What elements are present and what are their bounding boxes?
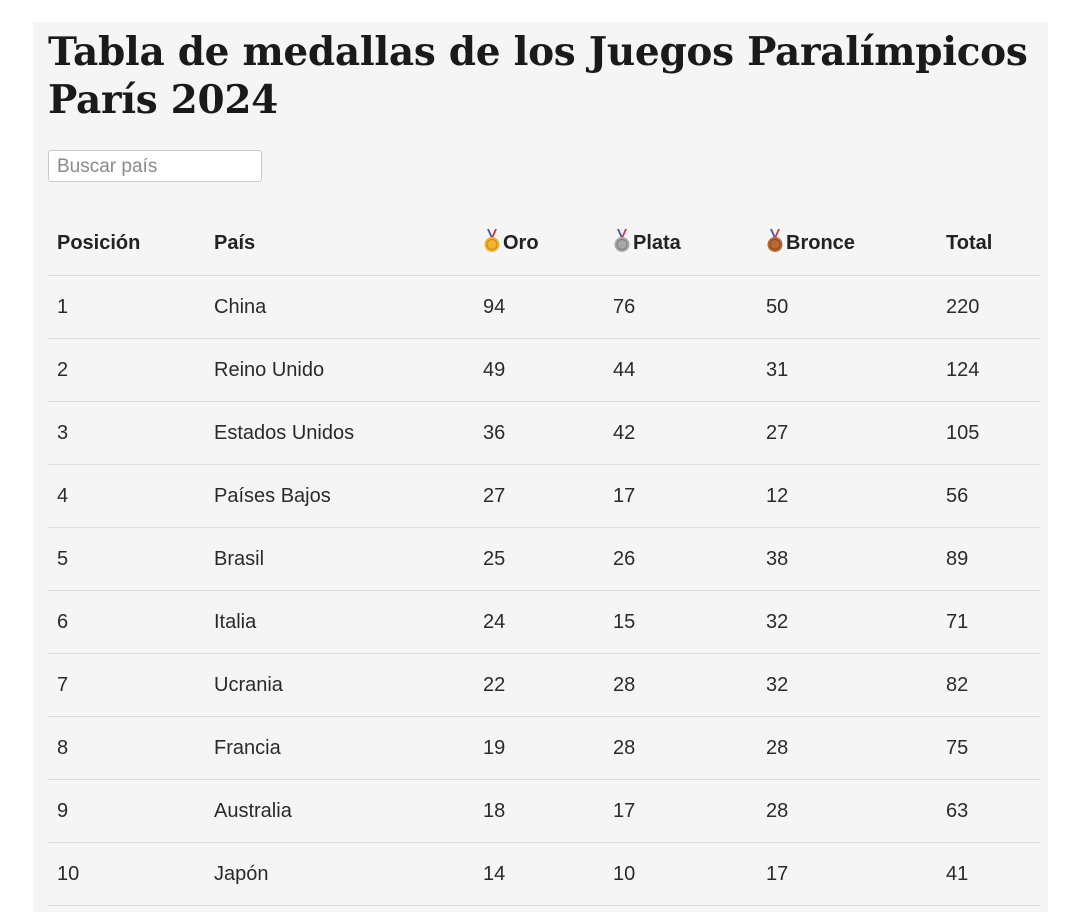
cell-gold: 18 <box>474 779 604 843</box>
bronze-medal-icon <box>766 228 784 259</box>
header-total[interactable]: Total <box>937 212 1040 276</box>
cell-total: 220 <box>937 275 1040 339</box>
cell-bronze: 50 <box>757 275 937 339</box>
cell-gold: 49 <box>474 338 604 402</box>
cell-total: 105 <box>937 401 1040 465</box>
cell-position: 1 <box>48 275 205 339</box>
cell-position: 5 <box>48 527 205 591</box>
cell-bronze: 27 <box>757 401 937 465</box>
cell-silver: 15 <box>604 590 757 654</box>
cell-country: Italia <box>205 590 474 654</box>
header-country[interactable]: País <box>205 212 474 276</box>
table-row: 3 Estados Unidos 36 42 27 105 <box>48 401 1040 465</box>
cell-position: 2 <box>48 338 205 402</box>
table-row: 8 Francia 19 28 28 75 <box>48 716 1040 780</box>
cell-gold: 14 <box>474 842 604 906</box>
cell-country: China <box>205 275 474 339</box>
cell-country: Francia <box>205 716 474 780</box>
cell-country: Estados Unidos <box>205 401 474 465</box>
table-header-row: Posición País Oro Plata Bronce Total <box>48 212 1040 276</box>
cell-country: Reino Unido <box>205 338 474 402</box>
cell-gold: 25 <box>474 527 604 591</box>
cell-position: 9 <box>48 779 205 843</box>
cell-country: Países Bajos <box>205 464 474 528</box>
cell-bronze: 38 <box>757 527 937 591</box>
header-gold[interactable]: Oro <box>474 212 604 276</box>
cell-bronze: 31 <box>757 338 937 402</box>
cell-gold: 22 <box>474 653 604 717</box>
cell-gold: 94 <box>474 275 604 339</box>
cell-bronze: 17 <box>757 842 937 906</box>
cell-position: 4 <box>48 464 205 528</box>
cell-silver: 10 <box>604 842 757 906</box>
cell-country: Australia <box>205 779 474 843</box>
cell-total: 75 <box>937 716 1040 780</box>
cell-total: 82 <box>937 653 1040 717</box>
table-row: 2 Reino Unido 49 44 31 124 <box>48 338 1040 402</box>
cell-gold: 19 <box>474 716 604 780</box>
cell-total: 63 <box>937 779 1040 843</box>
header-silver[interactable]: Plata <box>604 212 757 276</box>
header-bronze-label: Bronce <box>786 231 855 254</box>
header-gold-label: Oro <box>503 231 539 254</box>
cell-gold: 36 <box>474 401 604 465</box>
search-input[interactable] <box>48 150 262 182</box>
table-row: 7 Ucrania 22 28 32 82 <box>48 653 1040 717</box>
cell-position: 8 <box>48 716 205 780</box>
cell-country: Ucrania <box>205 653 474 717</box>
table-row: 4 Países Bajos 27 17 12 56 <box>48 464 1040 528</box>
cell-bronze: 12 <box>757 464 937 528</box>
medal-table-panel: Tabla de medallas de los Juegos Paralímp… <box>33 22 1048 912</box>
page-title: Tabla de medallas de los Juegos Paralímp… <box>48 29 1028 123</box>
cell-position: 6 <box>48 590 205 654</box>
header-position[interactable]: Posición <box>48 212 205 276</box>
table-row: 6 Italia 24 15 32 71 <box>48 590 1040 654</box>
cell-bronze: 32 <box>757 653 937 717</box>
cell-total: 71 <box>937 590 1040 654</box>
cell-gold: 27 <box>474 464 604 528</box>
table-row: 10 Japón 14 10 17 41 <box>48 842 1040 906</box>
cell-total: 89 <box>937 527 1040 591</box>
cell-silver: 44 <box>604 338 757 402</box>
table-row: 9 Australia 18 17 28 63 <box>48 779 1040 843</box>
cell-total: 56 <box>937 464 1040 528</box>
cell-country: Japón <box>205 842 474 906</box>
cell-position: 3 <box>48 401 205 465</box>
cell-total: 124 <box>937 338 1040 402</box>
cell-silver: 26 <box>604 527 757 591</box>
table-row: 5 Brasil 25 26 38 89 <box>48 527 1040 591</box>
cell-silver: 28 <box>604 716 757 780</box>
cell-gold: 24 <box>474 590 604 654</box>
header-silver-label: Plata <box>633 231 681 254</box>
cell-silver: 17 <box>604 464 757 528</box>
cell-silver: 17 <box>604 779 757 843</box>
silver-medal-icon <box>613 228 631 259</box>
cell-bronze: 28 <box>757 779 937 843</box>
cell-silver: 28 <box>604 653 757 717</box>
cell-position: 7 <box>48 653 205 717</box>
cell-bronze: 32 <box>757 590 937 654</box>
medal-table: Posición País Oro Plata Bronce Total 1 C… <box>48 212 1040 906</box>
gold-medal-icon <box>483 228 501 259</box>
cell-bronze: 28 <box>757 716 937 780</box>
cell-country: Brasil <box>205 527 474 591</box>
table-row: 1 China 94 76 50 220 <box>48 275 1040 339</box>
cell-silver: 76 <box>604 275 757 339</box>
cell-position: 10 <box>48 842 205 906</box>
cell-total: 41 <box>937 842 1040 906</box>
cell-silver: 42 <box>604 401 757 465</box>
header-bronze[interactable]: Bronce <box>757 212 937 276</box>
